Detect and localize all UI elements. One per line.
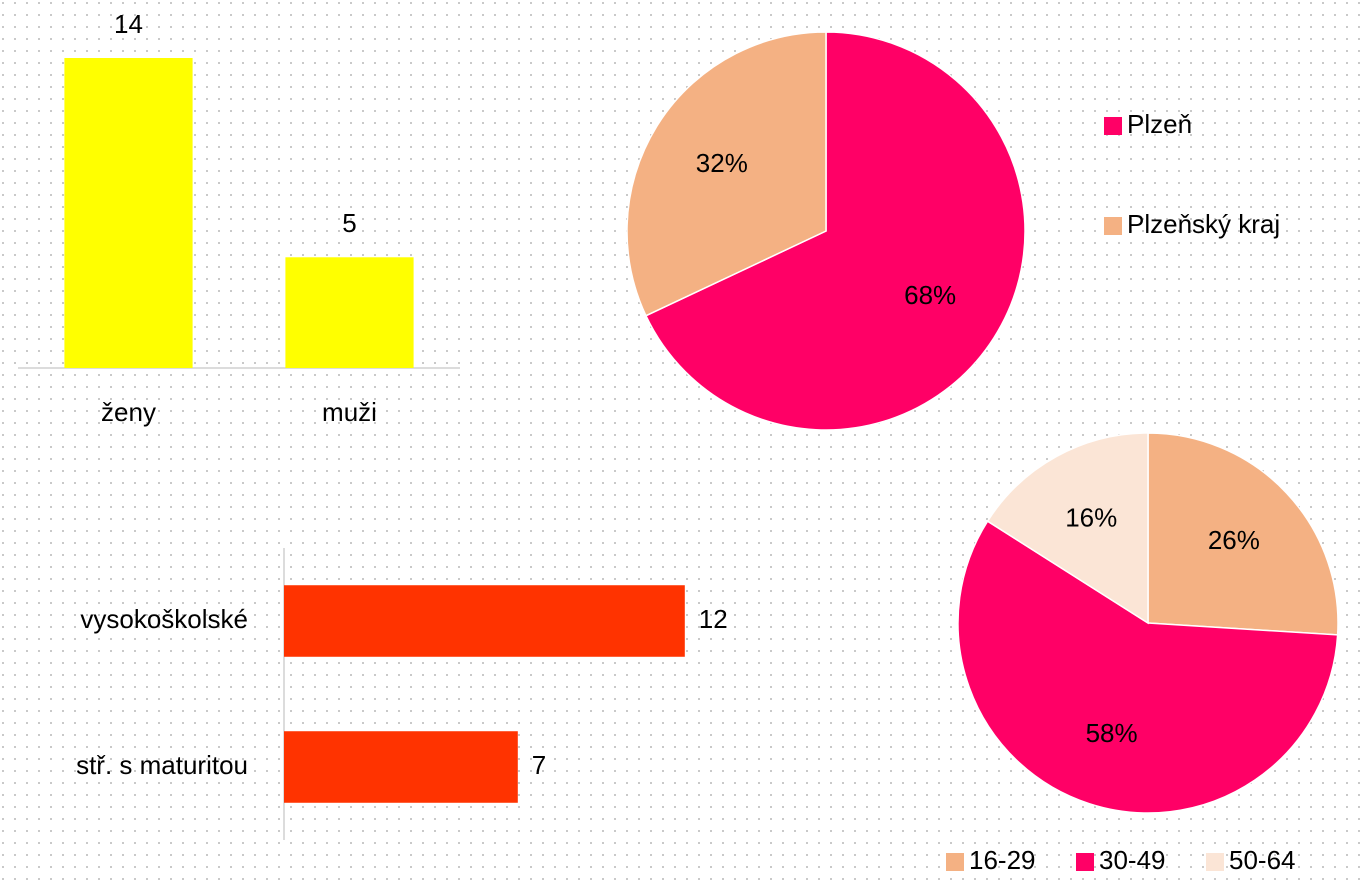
legend-label: 16-29: [969, 845, 1036, 875]
pie-slice: [626, 31, 827, 317]
data-label: 68%: [904, 280, 956, 310]
bar: [284, 731, 518, 803]
category-label: vysokoškolské: [80, 604, 248, 634]
data-label: 26%: [1208, 525, 1260, 555]
bar: [285, 257, 414, 368]
category-label: muži: [322, 397, 377, 427]
legend-swatch: [1104, 117, 1122, 135]
legend-label: 30-49: [1099, 845, 1166, 875]
legend-label: Plzeň: [1127, 109, 1192, 139]
category-label: stř. s maturitou: [76, 750, 248, 780]
pie-slice: [986, 432, 1149, 625]
legend-label: Plzeňský kraj: [1127, 209, 1280, 239]
data-label: 5: [342, 208, 356, 238]
pie-slice: [644, 31, 1026, 431]
category-label: ženy: [101, 397, 156, 427]
data-label: 14: [114, 9, 143, 39]
pie-slice: [1147, 432, 1339, 636]
data-label: 32%: [696, 148, 748, 178]
legend-swatch: [1104, 217, 1122, 235]
pie-slice: [957, 520, 1339, 814]
legend-label: 50-64: [1229, 845, 1296, 875]
legend-swatch: [1076, 853, 1094, 871]
bar: [284, 585, 685, 657]
legend-swatch: [946, 853, 964, 871]
data-label: 12: [699, 604, 728, 634]
data-label: 58%: [1086, 718, 1138, 748]
data-label: 7: [532, 750, 546, 780]
data-label: 16%: [1065, 503, 1117, 533]
bar: [64, 58, 193, 368]
legend-swatch: [1206, 853, 1224, 871]
